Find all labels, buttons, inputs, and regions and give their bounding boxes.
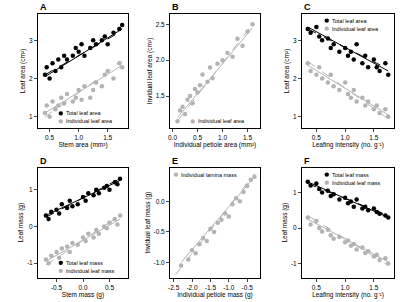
svg-text:Leafing intensity (no. g⁻¹): Leafing intensity (no. g⁻¹) (312, 291, 384, 299)
svg-text:E: E (172, 156, 178, 166)
svg-text:Total leaf area: Total leaf area (66, 110, 101, 116)
svg-text:0: 0 (293, 224, 297, 231)
svg-text:0.0: 0.0 (168, 134, 177, 141)
svg-text:-1.0: -1.0 (153, 259, 165, 266)
svg-text:-1: -1 (27, 259, 33, 266)
svg-text:Stem area (mm²): Stem area (mm²) (58, 141, 107, 149)
svg-text:2.0: 2.0 (156, 56, 165, 63)
svg-text:1: 1 (29, 113, 33, 120)
svg-text:Individual lamina mass: Individual lamina mass (181, 172, 237, 178)
svg-text:0.5: 0.5 (45, 134, 54, 141)
svg-text:Leaf mass (g): Leaf mass (g) (281, 203, 289, 243)
svg-text:1.5: 1.5 (243, 134, 252, 141)
svg-text:Individual leaf area: Individual leaf area (198, 118, 245, 124)
svg-text:2.5: 2.5 (156, 21, 165, 28)
svg-text:1.5: 1.5 (103, 134, 112, 141)
svg-text:1.0: 1.0 (341, 134, 350, 141)
svg-text:1: 1 (293, 113, 297, 120)
svg-text:C: C (304, 2, 311, 12)
svg-text:Total leaf mass: Total leaf mass (66, 260, 103, 266)
svg-text:1.0: 1.0 (218, 134, 227, 141)
svg-text:-0.5: -0.5 (51, 284, 63, 291)
svg-text:-0.5: -0.5 (153, 228, 165, 235)
svg-text:2: 2 (29, 75, 33, 82)
svg-text:D: D (40, 156, 47, 166)
svg-text:3: 3 (293, 37, 297, 44)
svg-text:Leaf mass (g): Leaf mass (g) (17, 203, 25, 243)
svg-text:Individual leaf area: Individual leaf area (66, 118, 113, 124)
svg-text:0.0: 0.0 (78, 284, 87, 291)
svg-text:-0.5: -0.5 (242, 284, 254, 291)
svg-text:A: A (40, 2, 47, 12)
svg-text:-2.5: -2.5 (168, 284, 180, 291)
svg-text:0.0: 0.0 (156, 198, 165, 205)
svg-text:Individual petiole area (mm²): Individual petiole area (mm²) (174, 141, 256, 149)
svg-text:Total leaf mass: Total leaf mass (332, 172, 369, 178)
svg-text:0: 0 (29, 223, 33, 230)
svg-text:2: 2 (293, 75, 297, 82)
svg-text:F: F (304, 156, 310, 166)
svg-text:0.5: 0.5 (105, 284, 114, 291)
svg-text:-1.5: -1.5 (205, 284, 217, 291)
svg-text:-2.0: -2.0 (186, 284, 198, 291)
svg-text:0.5: 0.5 (312, 134, 321, 141)
svg-text:3: 3 (29, 37, 33, 44)
svg-text:Leafing intensity (no. g⁻¹): Leafing intensity (no. g⁻¹) (312, 141, 384, 149)
svg-text:Individual leaf mass: Individual leaf mass (332, 180, 381, 186)
svg-text:Individual leaf area: Individual leaf area (332, 26, 379, 32)
svg-text:1.0: 1.0 (341, 284, 350, 291)
svg-text:1: 1 (29, 186, 33, 193)
svg-text:0.5: 0.5 (312, 284, 321, 291)
svg-text:1.5: 1.5 (369, 284, 378, 291)
svg-text:-1: -1 (291, 260, 297, 267)
svg-text:-1.0: -1.0 (223, 284, 235, 291)
svg-text:Leaf area (cm²): Leaf area (cm²) (19, 49, 27, 93)
svg-text:Stem mass (g): Stem mass (g) (62, 291, 104, 299)
svg-text:0.5: 0.5 (193, 134, 202, 141)
svg-text:Invidual leaf mass (g): Invidual leaf mass (g) (144, 192, 152, 254)
svg-text:Total leaf area: Total leaf area (332, 18, 367, 24)
svg-text:1.0: 1.0 (74, 134, 83, 141)
svg-text:1: 1 (293, 189, 297, 196)
svg-text:B: B (172, 2, 179, 12)
svg-text:Individual petiole mass (g): Individual petiole mass (g) (177, 291, 253, 299)
svg-text:1.5: 1.5 (156, 92, 165, 99)
svg-text:Individual leaf mass: Individual leaf mass (66, 268, 115, 274)
svg-text:Invidual leaf area (cm²): Invidual leaf area (cm²) (146, 38, 154, 104)
svg-text:1.5: 1.5 (369, 134, 378, 141)
svg-text:Leaf area (cm²): Leaf area (cm²) (283, 49, 291, 93)
